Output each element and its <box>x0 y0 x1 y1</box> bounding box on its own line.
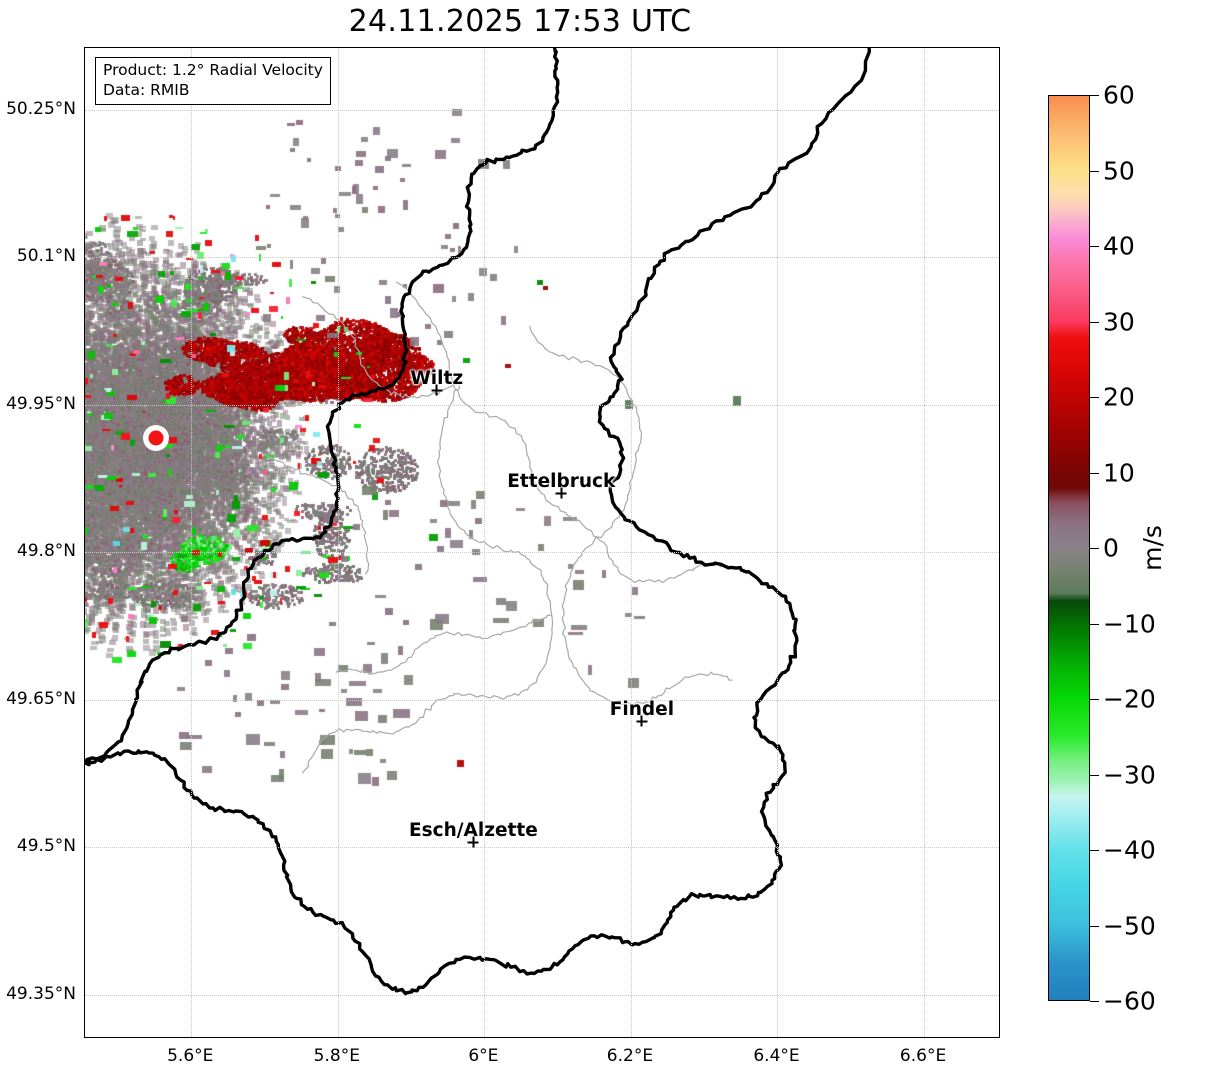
gridline-horizontal <box>85 552 999 554</box>
colorbar-tick <box>1090 472 1099 474</box>
district-boundary <box>302 382 554 774</box>
colorbar-tick-label: 30 <box>1103 307 1135 336</box>
radar-site-marker[interactable] <box>148 430 164 446</box>
data-source-label: Data: RMIB <box>103 80 190 99</box>
colorbar-tick-label: 60 <box>1103 80 1135 110</box>
city-label: Esch/Alzette <box>408 820 538 842</box>
map-boundaries-layer <box>85 48 871 996</box>
colorbar-tick-label: −30 <box>1103 760 1156 789</box>
colorbar-tick-label: −10 <box>1103 609 1156 638</box>
latitude-tick-label: 50.1°N <box>16 246 76 267</box>
colorbar-gradient <box>1049 96 1089 1000</box>
latitude-tick-label: 49.35°N <box>6 983 76 1004</box>
colorbar-tick <box>1090 548 1099 549</box>
longitude-tick-label: 5.8°E <box>313 1046 360 1066</box>
national-border <box>85 48 560 765</box>
longitude-tick-label: 6.2°E <box>606 1046 654 1066</box>
gridline-horizontal <box>85 994 999 996</box>
city-marker <box>555 487 567 499</box>
longitude-tick-label: 5.6°E <box>167 1046 214 1066</box>
city-marker <box>636 715 648 727</box>
product-label: Product: 1.2° Radial Velocity <box>103 61 323 79</box>
page-title: 24.11.2025 17:53 UTC <box>348 4 692 39</box>
colorbar[interactable] <box>1048 95 1090 1001</box>
product-info-box: Product: 1.2° Radial Velocity Data: RMIB <box>95 57 331 106</box>
latitude-tick-label: 49.65°N <box>6 688 76 709</box>
district-boundary <box>335 614 553 675</box>
latitude-tick-label: 50.25°N <box>6 98 76 119</box>
longitude-tick-label: 6.4°E <box>753 1046 800 1066</box>
city-label: Findel <box>609 699 675 721</box>
gridline-vertical <box>777 48 779 1037</box>
colorbar-tick-label: 20 <box>1103 382 1135 412</box>
colorbar-tick-label: −40 <box>1103 835 1156 865</box>
gridline-vertical <box>191 48 193 1037</box>
colorbar-tick-label: 10 <box>1103 458 1135 487</box>
city-label: Wiltz <box>410 368 464 390</box>
latitude-tick-label: 49.95°N <box>6 393 76 414</box>
colorbar-tick-label: −60 <box>1103 986 1156 1016</box>
colorbar-tick <box>1090 850 1099 851</box>
longitude-tick-label: 6.6°E <box>899 1046 947 1066</box>
district-boundary <box>529 325 643 437</box>
radar-echo-layer <box>85 48 999 1037</box>
national-border <box>85 48 871 996</box>
colorbar-tick-label: 40 <box>1103 231 1135 261</box>
colorbar-tick-label: −20 <box>1103 684 1156 714</box>
gridline-horizontal <box>85 699 999 701</box>
colorbar-tick <box>1090 246 1099 247</box>
city-marker <box>431 384 443 396</box>
latitude-tick-label: 49.8°N <box>16 541 76 562</box>
colorbar-tick <box>1090 321 1099 323</box>
gridline-horizontal <box>85 404 999 406</box>
colorbar-tick <box>1090 1001 1099 1002</box>
colorbar-tick <box>1090 699 1099 700</box>
longitude-tick-label: 6°E <box>468 1046 499 1066</box>
gridline-vertical <box>484 48 486 1037</box>
colorbar-tick-label: 0 <box>1103 533 1119 563</box>
district-boundary <box>561 435 733 706</box>
gridline-horizontal <box>85 257 999 259</box>
colorbar-tick-label: −50 <box>1103 911 1156 940</box>
colorbar-tick-label: 50 <box>1103 156 1135 185</box>
colorbar-tick <box>1090 170 1099 172</box>
district-boundary <box>302 296 461 399</box>
gridline-horizontal <box>85 847 999 849</box>
gridline-horizontal <box>85 109 999 111</box>
plot-clip-area: Wiltz Ettelbruck Findel Esch/Alzette <box>85 48 999 1037</box>
colorbar-tick <box>1090 397 1099 398</box>
district-boundary <box>263 453 370 575</box>
city-label: Ettelbruck <box>507 471 616 493</box>
colorbar-tick <box>1090 623 1099 625</box>
colorbar-axis-label: m/s <box>1138 525 1167 571</box>
gridline-vertical <box>924 48 926 1037</box>
city-marker <box>467 836 479 848</box>
district-boundary <box>395 281 729 584</box>
gridline-vertical <box>630 48 632 1037</box>
colorbar-tick <box>1090 925 1099 927</box>
radar-map-plot[interactable]: Wiltz Ettelbruck Findel Esch/Alzette Produc… <box>84 47 1000 1038</box>
latitude-tick-label: 49.5°N <box>16 836 76 857</box>
colorbar-tick <box>1090 95 1099 96</box>
gridline-vertical <box>337 48 339 1037</box>
colorbar-tick <box>1090 774 1099 776</box>
